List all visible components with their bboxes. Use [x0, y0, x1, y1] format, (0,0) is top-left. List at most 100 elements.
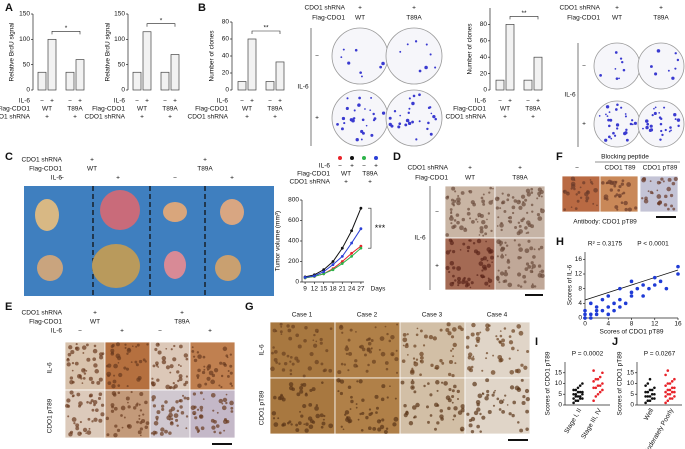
condition-label: CDO1 shRNA	[188, 114, 229, 121]
cell	[585, 196, 590, 200]
point	[594, 377, 598, 381]
colony	[605, 113, 607, 116]
cell	[365, 369, 369, 373]
cell	[98, 418, 103, 423]
cell	[479, 430, 482, 433]
point	[648, 377, 652, 381]
colony	[660, 129, 663, 133]
cell	[223, 417, 227, 422]
cell	[210, 418, 215, 423]
cell	[150, 432, 154, 435]
cell	[92, 400, 98, 405]
cell	[74, 346, 78, 350]
cell	[531, 270, 534, 273]
point	[612, 301, 616, 306]
cell	[295, 423, 298, 427]
cell	[219, 361, 223, 365]
cell	[641, 177, 646, 183]
colony	[412, 94, 416, 98]
point	[653, 392, 656, 396]
cell	[111, 343, 115, 348]
cell	[165, 365, 170, 370]
colony	[615, 123, 620, 127]
cell	[596, 204, 598, 207]
point	[596, 384, 600, 387]
cell	[492, 391, 496, 394]
y-tick-label: 0	[630, 402, 634, 409]
colony	[599, 74, 602, 77]
cell	[456, 389, 460, 394]
cell	[570, 184, 576, 189]
point	[576, 399, 580, 403]
cell	[532, 255, 536, 259]
cell	[125, 396, 130, 401]
cell	[179, 365, 182, 367]
cell	[136, 420, 139, 424]
cell	[206, 365, 211, 370]
cell	[175, 418, 179, 422]
cell	[73, 422, 76, 425]
cell	[472, 242, 476, 245]
cell	[488, 200, 493, 205]
cell	[229, 382, 233, 386]
cell	[460, 404, 466, 409]
cell	[411, 379, 414, 381]
point	[581, 392, 584, 396]
cell	[425, 405, 429, 409]
cell	[657, 200, 662, 205]
cell	[472, 355, 475, 358]
cell	[272, 328, 277, 333]
cell	[130, 390, 133, 394]
y-tick-label: 80	[480, 21, 488, 28]
cell	[491, 261, 493, 264]
cell	[229, 353, 232, 356]
cell	[451, 389, 455, 393]
cell	[430, 363, 434, 367]
cell	[206, 376, 211, 381]
cell	[281, 351, 286, 356]
cell	[516, 324, 522, 329]
colony	[418, 93, 421, 97]
point	[576, 395, 580, 398]
cell	[540, 208, 545, 214]
cell	[345, 352, 349, 356]
cell	[280, 333, 283, 336]
cell	[138, 417, 141, 420]
cell	[497, 216, 500, 219]
x-tick-label: Stage I, II	[563, 407, 583, 435]
colony	[606, 115, 609, 117]
colony	[674, 67, 677, 70]
cell	[88, 376, 93, 381]
condition-cell: +	[278, 98, 282, 105]
colony	[336, 122, 339, 126]
cell	[492, 187, 494, 190]
cell	[87, 417, 91, 421]
point	[589, 312, 593, 317]
condition-cell: +	[250, 98, 254, 105]
cell	[68, 345, 73, 350]
bar	[142, 31, 152, 91]
cell	[445, 265, 450, 271]
condition-cell: +	[615, 5, 619, 12]
cell	[323, 414, 326, 418]
cell	[415, 333, 419, 337]
cell	[125, 367, 130, 371]
cell	[517, 221, 521, 225]
colony	[372, 112, 375, 116]
cell	[406, 333, 409, 336]
condition-label: Flag-CDO1	[567, 15, 600, 22]
cell	[449, 208, 453, 211]
cell	[289, 372, 293, 376]
cell	[197, 354, 202, 359]
colony	[616, 103, 619, 107]
colony	[674, 118, 677, 121]
cell	[81, 345, 87, 350]
colony	[415, 138, 418, 141]
colony	[605, 105, 610, 109]
cell	[297, 421, 302, 425]
cell	[281, 368, 286, 372]
cell	[487, 410, 492, 415]
cell	[344, 410, 350, 415]
colony	[360, 75, 363, 78]
